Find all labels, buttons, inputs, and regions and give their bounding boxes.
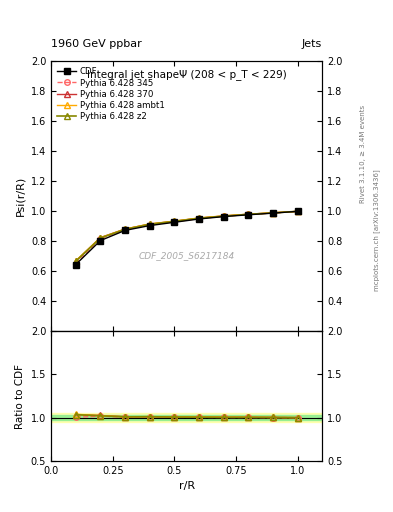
Text: mcplots.cern.ch [arXiv:1306.3436]: mcplots.cern.ch [arXiv:1306.3436] [373,169,380,291]
Bar [51,415,322,420]
Y-axis label: Ratio to CDF: Ratio to CDF [15,364,25,429]
Text: Rivet 3.1.10, ≥ 3.4M events: Rivet 3.1.10, ≥ 3.4M events [360,104,365,203]
Legend: CDF, Pythia 6.428 345, Pythia 6.428 370, Pythia 6.428 ambt1, Pythia 6.428 z2: CDF, Pythia 6.428 345, Pythia 6.428 370,… [55,66,166,123]
Text: Jets: Jets [302,38,322,49]
Y-axis label: Psi(r/R): Psi(r/R) [15,176,25,217]
Text: Integral jet shapeΨ (208 < p_T < 229): Integral jet shapeΨ (208 < p_T < 229) [87,70,286,80]
X-axis label: r/R: r/R [178,481,195,491]
Text: CDF_2005_S6217184: CDF_2005_S6217184 [139,251,235,260]
Bar [51,413,322,422]
Text: 1960 GeV ppbar: 1960 GeV ppbar [51,38,142,49]
